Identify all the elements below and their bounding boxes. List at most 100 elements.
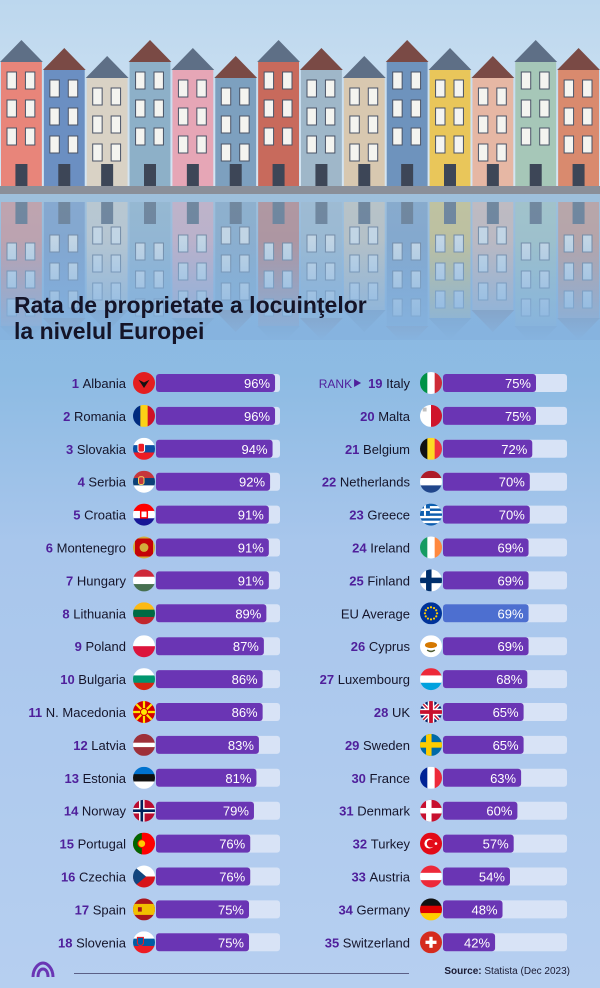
- country-name: Ireland: [370, 541, 410, 556]
- category-label: 3 Slovakia: [66, 442, 127, 457]
- bar: [443, 538, 529, 557]
- category-label: 4 Serbia: [78, 475, 127, 490]
- category-label: 7 Hungary: [66, 573, 126, 588]
- germany-flag-icon: [420, 898, 442, 921]
- bar-row: 75% 17 Spain: [75, 898, 280, 921]
- bar-row: 86% 11 N. Macedonia: [28, 701, 280, 723]
- logo-icon: [31, 961, 55, 978]
- value-label: 91%: [238, 541, 264, 556]
- house: [42, 48, 86, 186]
- bar-row: 96% 2 Romania: [63, 404, 280, 427]
- house: [471, 56, 515, 186]
- value-label: 76%: [219, 837, 245, 852]
- category-label: 1 Albania: [72, 376, 127, 391]
- country-name: Switzerland: [343, 935, 410, 950]
- footer-divider: [74, 973, 409, 974]
- bar: [443, 801, 518, 820]
- category-label: 10 Bulgaria: [60, 672, 127, 687]
- value-label: 69%: [498, 573, 524, 588]
- bar-row: 75% 19 Italy: [368, 372, 567, 394]
- value-label: 69%: [498, 541, 524, 556]
- country-name: N. Macedonia: [46, 705, 127, 720]
- house: [300, 48, 343, 186]
- house: [342, 56, 386, 186]
- category-label: 17 Spain: [75, 902, 126, 917]
- bar-row: 54% 33 Austria: [351, 865, 567, 888]
- category-label: 13 Estonia: [65, 771, 127, 786]
- bar: [443, 703, 524, 721]
- bar: [443, 505, 530, 524]
- rank-label: RANK: [319, 377, 352, 391]
- spain-flag-icon: [133, 898, 155, 921]
- bar: [443, 768, 522, 787]
- czechia-flag-icon: [133, 865, 155, 888]
- category-label: 18 Slovenia: [58, 935, 127, 950]
- bar: [156, 538, 269, 557]
- bar: [156, 900, 249, 919]
- category-label: 8 Lithuania: [62, 606, 126, 621]
- bar-row: 69% 24 Ireland: [352, 536, 567, 559]
- country-name: Turkey: [371, 837, 411, 852]
- country-name: Malta: [378, 409, 411, 424]
- value-label: 75%: [505, 409, 531, 424]
- slovenia-flag-icon: [133, 931, 155, 954]
- bar: [156, 439, 273, 458]
- house: [257, 40, 300, 186]
- sweden-flag-icon: [420, 733, 442, 756]
- value-label: 79%: [223, 804, 249, 819]
- bar-row: 70% 23 Greece: [349, 503, 567, 526]
- value-label: 54%: [479, 870, 505, 885]
- country-name: Montenegro: [57, 541, 126, 556]
- country-name: Germany: [357, 902, 411, 917]
- category-label: 6 Montenegro: [46, 541, 126, 556]
- bar: [156, 472, 271, 491]
- lithuania-flag-icon: [133, 602, 155, 625]
- italy-flag-icon: [420, 372, 442, 394]
- rank-number: 20: [360, 409, 378, 424]
- house: [0, 40, 43, 186]
- finland-flag-icon: [420, 569, 442, 592]
- rank-number: 27: [320, 672, 338, 687]
- bar: [443, 439, 533, 458]
- bar-row: 89% 8 Lithuania: [62, 602, 280, 625]
- houses-illustration: [0, 0, 600, 340]
- value-label: 83%: [228, 738, 254, 753]
- bar: [443, 637, 529, 656]
- bar-row: 76% 16 Czechia: [61, 865, 280, 888]
- category-label: 16 Czechia: [61, 870, 127, 885]
- bar: [156, 768, 257, 787]
- bar-row: 83% 12 Latvia: [73, 733, 280, 756]
- category-label: 2 Romania: [63, 409, 127, 424]
- value-label: 75%: [218, 935, 244, 950]
- rank-number: 16: [61, 870, 79, 885]
- bar: [156, 867, 251, 886]
- bar-row: 63% 30 France: [351, 766, 567, 789]
- bar-row: 68% 27 Luxembourg: [320, 668, 567, 691]
- house: [514, 40, 558, 186]
- rank-number: 14: [64, 804, 82, 819]
- category-label: 9 Poland: [75, 639, 126, 654]
- country-name: Estonia: [83, 771, 127, 786]
- category-label: 35 Switzerland: [325, 935, 410, 950]
- rank-number: 22: [322, 475, 340, 490]
- value-label: 60%: [486, 804, 512, 819]
- bar: [443, 867, 510, 886]
- denmark-flag-icon: [420, 799, 442, 822]
- category-label: 15 Portugal: [60, 837, 127, 852]
- rank-number: 18: [58, 935, 76, 950]
- value-label: 69%: [498, 606, 524, 621]
- value-label: 70%: [499, 475, 525, 490]
- switzerland-flag-icon: [420, 931, 442, 954]
- rank-number: 5: [73, 508, 84, 523]
- category-label: 21 Belgium: [345, 442, 410, 457]
- value-label: 96%: [244, 376, 270, 391]
- bar-row: 65% 28 UK: [374, 701, 567, 723]
- rank-number: 17: [75, 902, 93, 917]
- bar-row: 79% 14 Norway: [64, 799, 280, 822]
- country-name: Portugal: [78, 837, 127, 852]
- bar: [443, 900, 503, 919]
- category-label: 29 Sweden: [345, 738, 410, 753]
- rank-number: 3: [66, 442, 77, 457]
- value-label: 87%: [233, 639, 259, 654]
- country-name: Poland: [86, 639, 126, 654]
